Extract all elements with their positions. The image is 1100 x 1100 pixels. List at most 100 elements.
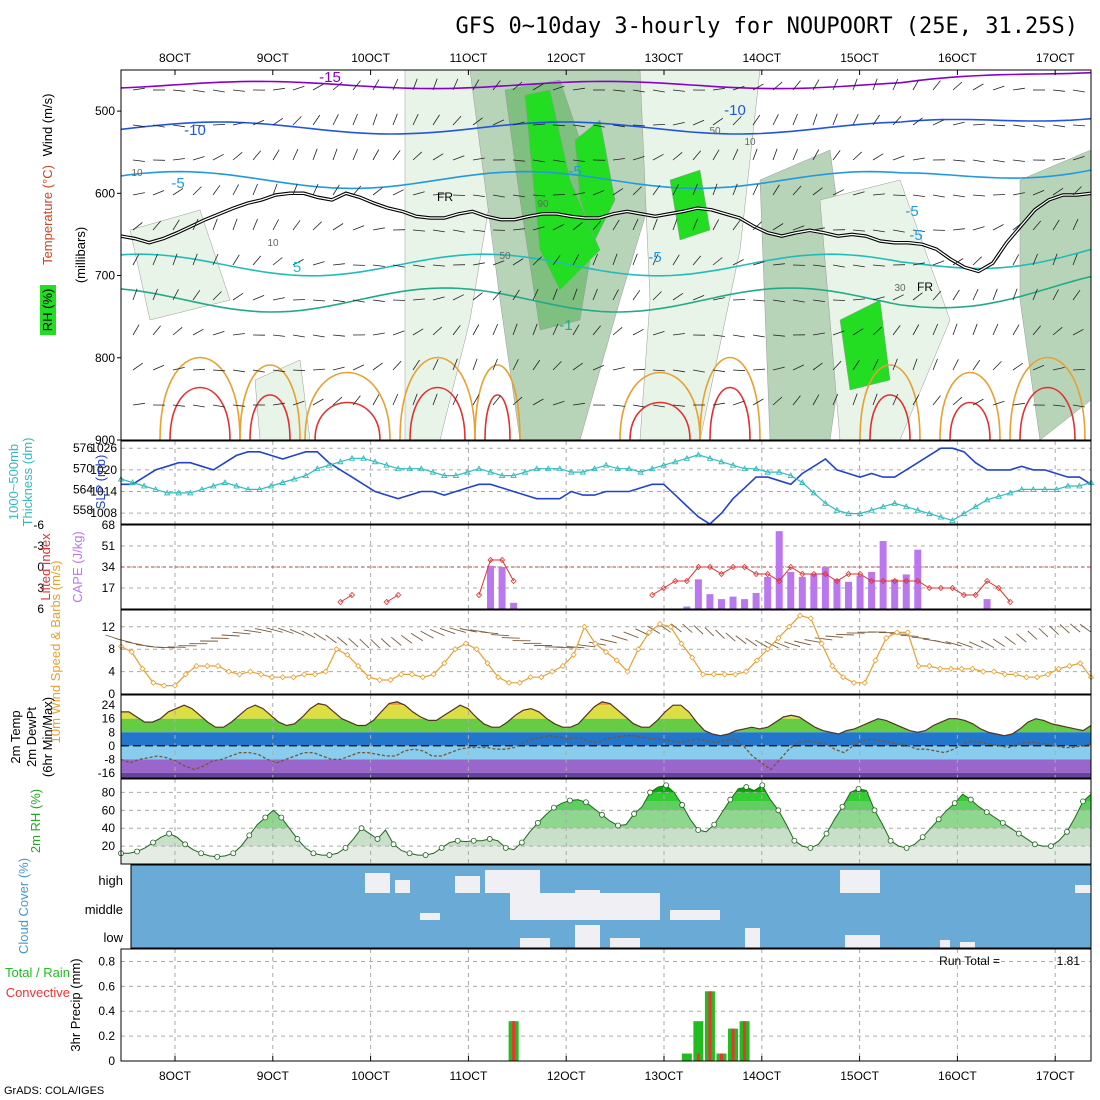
wind-barb (132, 87, 145, 91)
rh-shading (404, 70, 491, 440)
wind-barb (992, 159, 1005, 163)
wind-barb (232, 89, 245, 92)
wind-barb (872, 193, 885, 196)
thickness-point (648, 465, 656, 472)
wind-speed-point (872, 657, 879, 664)
credit-label: GrADS: COLA/IGES (4, 1085, 104, 1097)
wind-barb (732, 369, 746, 372)
thickness-point (833, 506, 841, 513)
rh-point (887, 837, 894, 844)
bottom-tick-label: 8OCT (159, 1069, 192, 1083)
top-tick-label: 8OCT (159, 51, 192, 65)
slp-tick: 1026 (90, 441, 117, 455)
wind-barb (772, 148, 778, 161)
wind-barb (1012, 222, 1023, 231)
precip-panel (121, 949, 1091, 1061)
wind-barb (532, 256, 542, 266)
li-tick: -6 (33, 518, 44, 532)
contour-label: 10 (744, 137, 756, 148)
wind-barb-10m (400, 634, 413, 644)
wind-barb (912, 194, 925, 197)
wind-barb (452, 115, 462, 126)
temp-fill (121, 701, 1091, 778)
wind-barb (552, 224, 564, 231)
cloud-patch (575, 925, 600, 948)
wind-barb (692, 255, 702, 266)
thickness-point (267, 482, 275, 489)
cape-bar (914, 549, 922, 609)
rh-point (326, 852, 333, 858)
slp-tick: 1020 (90, 463, 117, 477)
warm-contour (314, 401, 381, 440)
rh-point (727, 796, 734, 803)
contour-label: FR (437, 190, 453, 204)
cloud-patch (420, 913, 440, 920)
wind-barb (152, 325, 161, 336)
wind-barb (1012, 288, 1018, 301)
wind-barb (1052, 89, 1065, 92)
wind-speed-point (322, 668, 329, 675)
bottom-tick-label: 14OCT (742, 1069, 781, 1083)
wind-barb (432, 114, 440, 126)
top-tick-label: 9OCT (257, 51, 290, 65)
rh-point (534, 819, 541, 826)
wind-barb (972, 323, 978, 336)
wind-barb (692, 150, 702, 161)
wind-barb (212, 124, 226, 126)
wind-barb (952, 323, 958, 336)
cape-bar (729, 596, 737, 609)
thickness-point (498, 472, 506, 479)
wind-barb-10m (693, 625, 704, 635)
upper-air-frame (120, 69, 1092, 441)
wind-barb (392, 393, 399, 406)
wind-barb (592, 288, 598, 301)
wind-barb-10m (825, 635, 844, 638)
wind-speed-point (171, 682, 178, 689)
wind-barb (272, 149, 280, 161)
wind-barb (312, 83, 324, 91)
wind-barb (812, 362, 823, 371)
cloud-patch (840, 870, 880, 893)
wind-barb (672, 151, 683, 161)
wind-barb (1072, 404, 1085, 408)
wind-barb (172, 158, 185, 161)
wind-barb (992, 194, 1006, 196)
wind-barb (372, 299, 385, 302)
wind-speed-point (570, 651, 577, 658)
wind-barb (892, 325, 901, 336)
wind-barb (692, 119, 705, 126)
wind-barb (512, 159, 525, 162)
wind-speed-point (1055, 665, 1062, 672)
wind-barb (492, 119, 505, 126)
wind-barb (832, 150, 841, 161)
cape-bar (764, 576, 772, 609)
thickness-point (325, 461, 333, 468)
wind-barb (672, 333, 685, 336)
wind-barb (152, 124, 165, 128)
thickness-point (810, 489, 818, 496)
rh-point (919, 834, 926, 841)
wind-barb (812, 79, 820, 91)
thickness-point (960, 510, 968, 517)
wind-speed-point (559, 662, 566, 670)
wind-barb (592, 220, 602, 231)
wind-tick: 8 (108, 642, 115, 656)
temp2m-panel (120, 695, 1092, 778)
precip-conv-bar (719, 1053, 723, 1061)
wind-barb (872, 78, 878, 91)
wind-barb-10m (934, 640, 951, 645)
wind-barb-10m (1059, 624, 1070, 634)
wind-barb (352, 299, 365, 303)
contour-label: -15 (319, 69, 341, 86)
wind-barb (812, 227, 825, 231)
rh-point (310, 850, 317, 857)
wind-barb (1072, 186, 1082, 196)
wind-barb (652, 404, 665, 408)
wind-barb (852, 298, 865, 301)
rh-point (823, 830, 830, 837)
wind-barb (992, 400, 1005, 406)
bottom-tick-label: 11OCT (450, 1069, 488, 1083)
wind-barb (792, 225, 805, 231)
wind-barb-10m (784, 641, 801, 648)
wind-speed-point (398, 671, 405, 678)
